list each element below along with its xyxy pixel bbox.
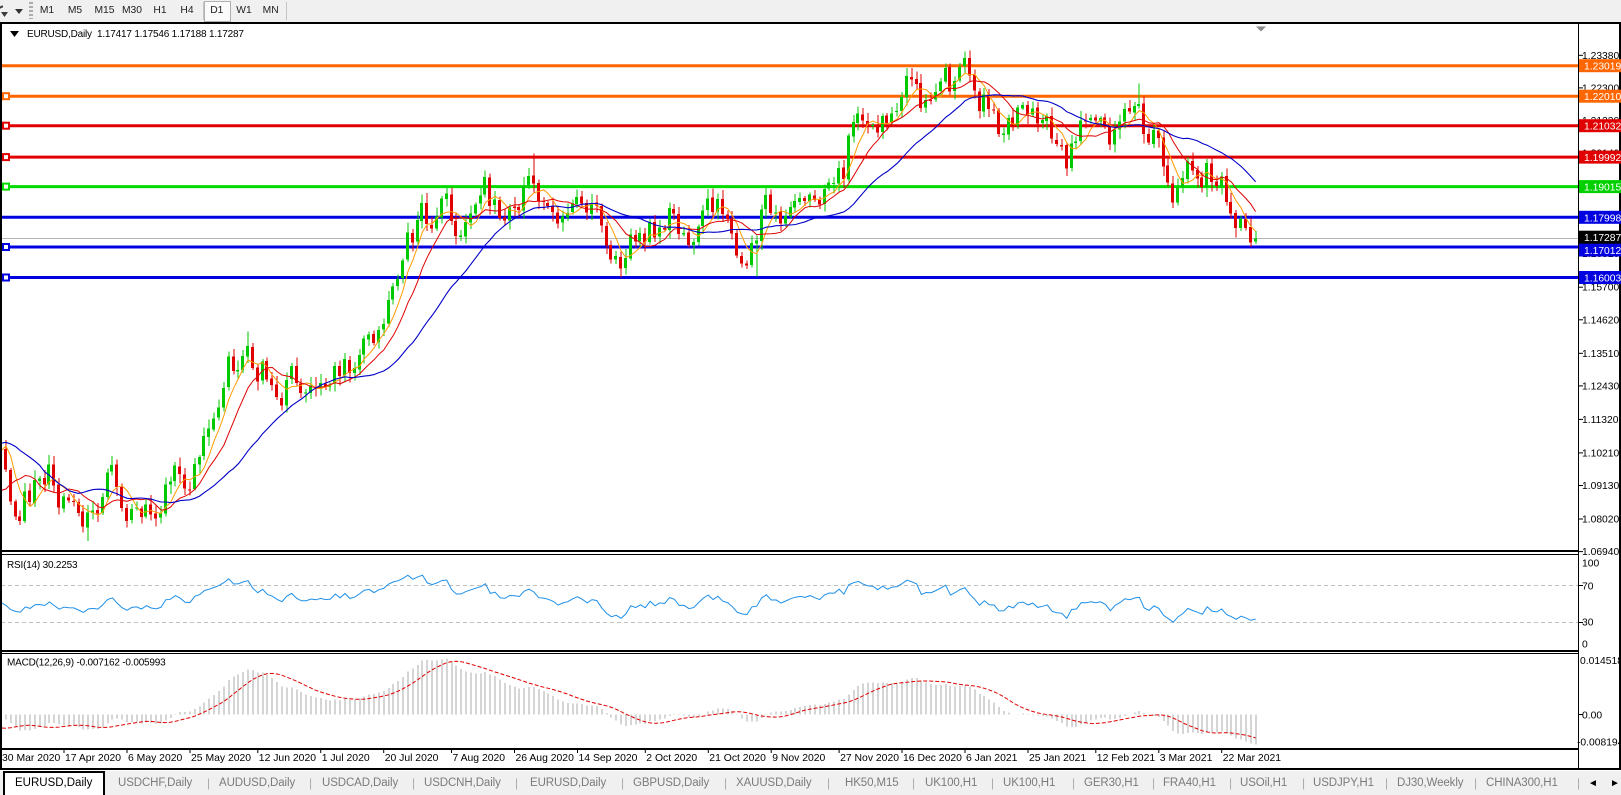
svg-text:1.16003: 1.16003 xyxy=(1584,274,1621,285)
svg-text:22 Mar 2021: 22 Mar 2021 xyxy=(1223,753,1282,764)
svg-text:2 Oct 2020: 2 Oct 2020 xyxy=(646,753,697,764)
svg-text:1.21032: 1.21032 xyxy=(1584,122,1621,133)
svg-text:1.22300: 1.22300 xyxy=(1582,83,1619,94)
svg-text:1.19015: 1.19015 xyxy=(1584,183,1621,194)
svg-text:100: 100 xyxy=(1582,559,1599,570)
svg-text:70: 70 xyxy=(1582,582,1594,593)
svg-text:1.13510: 1.13510 xyxy=(1582,349,1619,360)
svg-text:26 Aug 2020: 26 Aug 2020 xyxy=(516,753,575,764)
svg-text:-0.008194: -0.008194 xyxy=(1577,738,1621,749)
svg-text:1.06940: 1.06940 xyxy=(1582,547,1619,558)
svg-text:1.23019: 1.23019 xyxy=(1584,62,1621,73)
svg-text:16 Dec 2020: 16 Dec 2020 xyxy=(903,753,962,764)
svg-text:MACD(12,26,9) -0.007162 -0.005: MACD(12,26,9) -0.007162 -0.005993 xyxy=(7,658,166,669)
svg-text:12 Jun 2020: 12 Jun 2020 xyxy=(259,753,316,764)
svg-text:27 Nov 2020: 27 Nov 2020 xyxy=(840,753,899,764)
svg-text:1.17012: 1.17012 xyxy=(1584,246,1621,257)
svg-text:17 Apr 2020: 17 Apr 2020 xyxy=(65,753,121,764)
svg-text:0: 0 xyxy=(1582,640,1588,651)
svg-text:1.22010: 1.22010 xyxy=(1584,92,1621,103)
svg-text:25 Jan 2021: 25 Jan 2021 xyxy=(1029,753,1086,764)
svg-text:7 Aug 2020: 7 Aug 2020 xyxy=(453,753,506,764)
svg-text:1.17998: 1.17998 xyxy=(1584,213,1621,224)
svg-text:1.15700: 1.15700 xyxy=(1582,283,1619,294)
svg-text:3 Mar 2021: 3 Mar 2021 xyxy=(1160,753,1213,764)
svg-text:20 Jul 2020: 20 Jul 2020 xyxy=(385,753,439,764)
svg-text:21 Oct 2020: 21 Oct 2020 xyxy=(709,753,766,764)
svg-text:0.00: 0.00 xyxy=(1582,711,1602,722)
svg-text:1.09130: 1.09130 xyxy=(1582,481,1619,492)
svg-text:14 Sep 2020: 14 Sep 2020 xyxy=(579,753,638,764)
svg-text:9 Nov 2020: 9 Nov 2020 xyxy=(772,753,825,764)
svg-text:6 May 2020: 6 May 2020 xyxy=(128,753,183,764)
svg-text:1.08020: 1.08020 xyxy=(1582,515,1619,526)
svg-text:1.11320: 1.11320 xyxy=(1582,415,1619,426)
svg-text:EURUSD,Daily 1.17417 1.17546: EURUSD,Daily 1.17417 1.17546 1.17188 1.1… xyxy=(27,29,244,40)
svg-text:12 Feb 2021: 12 Feb 2021 xyxy=(1097,753,1156,764)
svg-text:30 Mar 2020: 30 Mar 2020 xyxy=(2,753,61,764)
svg-text:1.23380: 1.23380 xyxy=(1582,51,1619,62)
svg-text:25 May 2020: 25 May 2020 xyxy=(191,753,251,764)
svg-text:1.17287: 1.17287 xyxy=(1584,233,1621,244)
svg-text:1.12430: 1.12430 xyxy=(1582,381,1619,392)
svg-text:0.014518: 0.014518 xyxy=(1580,656,1621,667)
svg-text:1.10210: 1.10210 xyxy=(1582,448,1619,459)
svg-text:1.14620: 1.14620 xyxy=(1582,315,1619,326)
svg-text:30: 30 xyxy=(1582,618,1594,629)
svg-text:1 Jul 2020: 1 Jul 2020 xyxy=(322,753,370,764)
svg-text:1.19992: 1.19992 xyxy=(1584,153,1621,164)
svg-text:6 Jan 2021: 6 Jan 2021 xyxy=(966,753,1018,764)
svg-text:RSI(14) 30.2253: RSI(14) 30.2253 xyxy=(7,560,78,571)
